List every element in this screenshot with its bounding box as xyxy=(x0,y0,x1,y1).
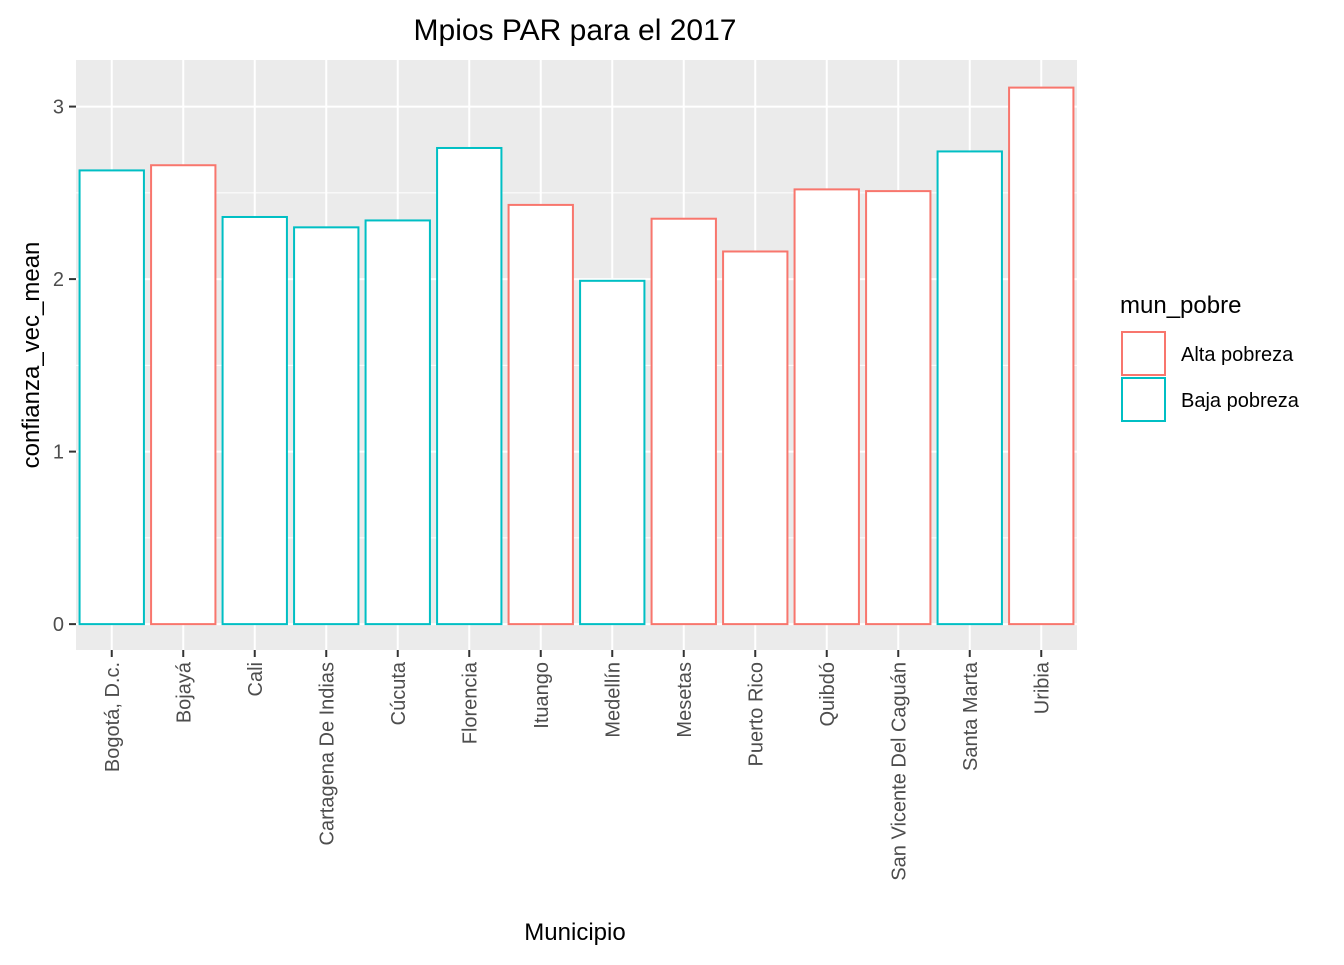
bar xyxy=(221,215,288,626)
x-tick-label: Bojayá xyxy=(173,661,195,723)
bar xyxy=(507,203,574,626)
bar xyxy=(436,146,503,626)
x-tick-label: Cúcuta xyxy=(388,661,410,725)
bars xyxy=(78,86,1075,626)
legend-title: mun_pobre xyxy=(1120,292,1241,319)
x-axis-title: Municipio xyxy=(524,919,625,946)
y-tick-label: 2 xyxy=(53,269,64,291)
legend-label: Alta pobreza xyxy=(1181,344,1294,366)
legend-key xyxy=(1121,377,1166,422)
bar xyxy=(793,188,860,626)
legend-label: Baja pobreza xyxy=(1181,390,1300,412)
x-tick-label: Medellín xyxy=(602,662,624,738)
y-tick-label: 3 xyxy=(53,97,64,119)
y-axis: 0 1 2 3 xyxy=(53,97,76,636)
y-axis-title: confianza_vec_mean xyxy=(18,242,45,469)
x-tick-label: San Vicente Del Caguán xyxy=(888,662,910,881)
x-tick-label: Florencia xyxy=(459,661,481,744)
bar xyxy=(936,150,1003,626)
bar xyxy=(78,169,145,626)
y-tick-label: 1 xyxy=(53,442,64,464)
bar xyxy=(1008,86,1075,626)
x-tick-label: Ituango xyxy=(531,662,553,729)
bar xyxy=(293,226,360,626)
legend: mun_pobre Alta pobreza Baja pobreza xyxy=(1120,292,1300,422)
x-tick-label: Uribia xyxy=(1031,661,1053,714)
x-tick-label: Puerto Rico xyxy=(745,662,767,767)
x-tick-label: Cali xyxy=(245,662,267,696)
bar xyxy=(579,279,646,626)
legend-key xyxy=(1121,331,1166,376)
bar xyxy=(150,164,217,626)
x-axis: Bogotá, D.c. Bojayá Cali Cartagena De India… xyxy=(102,650,1053,881)
bar xyxy=(722,250,789,626)
y-tick-label: 0 xyxy=(53,614,64,636)
x-tick-label: Cartagena De Indias xyxy=(316,662,338,845)
bar xyxy=(650,217,717,626)
bar xyxy=(364,219,431,626)
chart-title: Mpios PAR para el 2017 xyxy=(414,14,737,47)
x-tick-label: Santa Marta xyxy=(960,661,982,771)
x-tick-label: Bogotá, D.c. xyxy=(102,662,124,772)
x-tick-label: Mesetas xyxy=(674,662,696,738)
x-tick-label: Quibdó xyxy=(817,662,839,727)
bar xyxy=(865,190,932,626)
